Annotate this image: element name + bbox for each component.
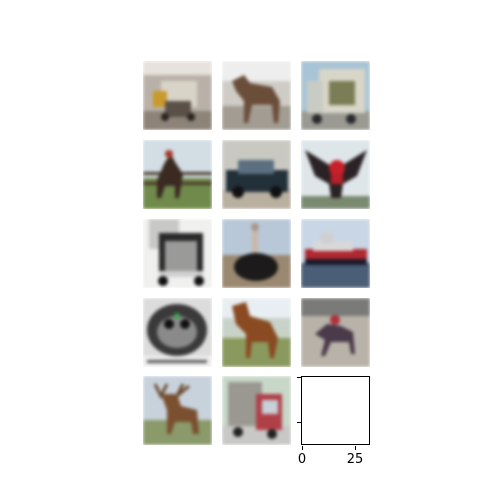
y-tick bbox=[297, 377, 301, 378]
tile-truck-2 bbox=[301, 61, 370, 130]
empty-axes bbox=[297, 376, 370, 450]
tile-bird-2 bbox=[222, 219, 291, 288]
y-tick bbox=[297, 422, 301, 423]
tile-bird-3 bbox=[143, 298, 212, 367]
tile-deer bbox=[143, 376, 212, 445]
tile-truck-4 bbox=[222, 376, 291, 445]
tile-horse-1 bbox=[222, 61, 291, 130]
x-tick bbox=[302, 446, 303, 450]
x-tick-label-25: 25 bbox=[346, 452, 364, 467]
tile-automobile bbox=[222, 140, 291, 209]
x-tick bbox=[355, 446, 356, 450]
tile-bird-1 bbox=[301, 140, 370, 209]
tile-truck-3 bbox=[143, 219, 212, 288]
tile-horse-2 bbox=[143, 140, 212, 209]
x-tick-label-0: 0 bbox=[297, 452, 307, 467]
tile-horse-4 bbox=[301, 298, 370, 367]
tile-horse-3 bbox=[222, 298, 291, 367]
tile-ship bbox=[301, 219, 370, 288]
tile-truck-1 bbox=[143, 61, 212, 130]
